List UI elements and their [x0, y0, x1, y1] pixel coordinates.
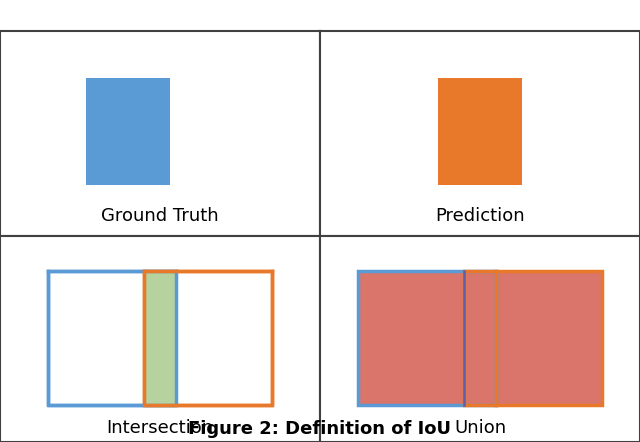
- Bar: [358, 271, 602, 405]
- Text: Intersection: Intersection: [106, 419, 214, 437]
- Bar: [144, 271, 272, 405]
- Text: Union: Union: [454, 419, 506, 437]
- Bar: [48, 271, 176, 405]
- Bar: [86, 78, 170, 185]
- Text: Prediction: Prediction: [435, 207, 525, 225]
- Text: Ground Truth: Ground Truth: [101, 207, 219, 225]
- Bar: [464, 271, 602, 405]
- Text: Figure 2: Definition of IoU: Figure 2: Definition of IoU: [189, 419, 451, 438]
- Bar: [438, 78, 522, 185]
- Bar: [144, 271, 176, 405]
- Bar: [358, 271, 496, 405]
